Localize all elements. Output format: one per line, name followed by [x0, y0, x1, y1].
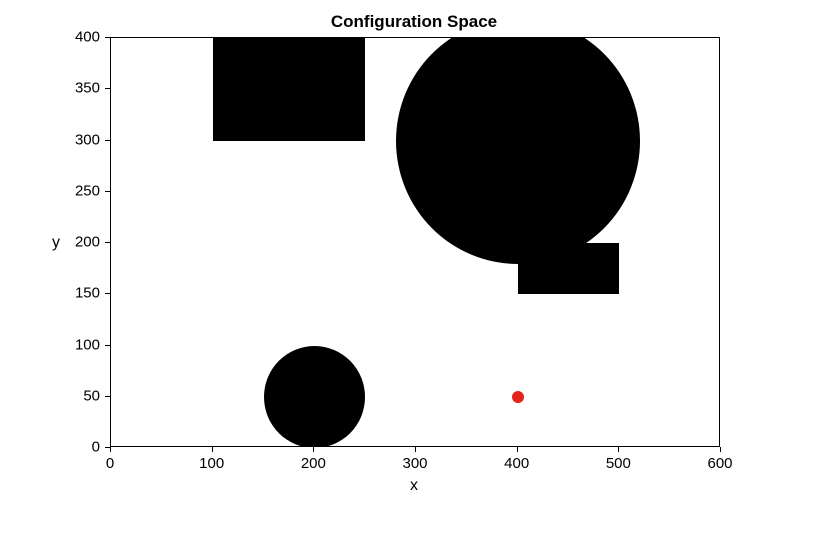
x-tick-label: 600 — [707, 455, 732, 472]
y-tick-label: 200 — [75, 234, 100, 251]
y-tick-label: 350 — [75, 80, 100, 97]
chart-title: Configuration Space — [0, 12, 828, 32]
x-tick-label: 100 — [199, 455, 224, 472]
x-tick — [313, 447, 314, 452]
y-tick — [105, 191, 110, 192]
marker-point — [512, 391, 524, 403]
x-tick-label: 300 — [402, 455, 427, 472]
obstacle-circle — [264, 346, 366, 448]
x-tick — [618, 447, 619, 452]
y-tick — [105, 37, 110, 38]
x-tick — [212, 447, 213, 452]
y-tick-label: 150 — [75, 285, 100, 302]
figure: Configuration Space 0100200300400500600 … — [0, 0, 828, 535]
x-tick — [720, 447, 721, 452]
y-tick-label: 50 — [83, 387, 100, 404]
y-tick — [105, 88, 110, 89]
y-tick-label: 100 — [75, 336, 100, 353]
y-tick-label: 300 — [75, 131, 100, 148]
x-tick — [415, 447, 416, 452]
y-tick — [105, 242, 110, 243]
y-tick-label: 400 — [75, 29, 100, 46]
y-tick — [105, 396, 110, 397]
x-axis-label: x — [410, 477, 418, 495]
y-tick — [105, 447, 110, 448]
x-tick — [110, 447, 111, 452]
x-tick-label: 500 — [606, 455, 631, 472]
y-tick — [105, 345, 110, 346]
y-tick-label: 250 — [75, 182, 100, 199]
plot-area — [110, 37, 720, 447]
y-tick — [105, 140, 110, 141]
obstacle-circle — [396, 37, 640, 264]
x-tick-label: 200 — [301, 455, 326, 472]
x-tick-label: 400 — [504, 455, 529, 472]
x-tick-label: 0 — [106, 455, 114, 472]
obstacle-rect — [213, 38, 366, 141]
y-tick — [105, 293, 110, 294]
x-tick — [517, 447, 518, 452]
y-tick-label: 0 — [92, 439, 100, 456]
y-axis-label: y — [52, 234, 60, 252]
